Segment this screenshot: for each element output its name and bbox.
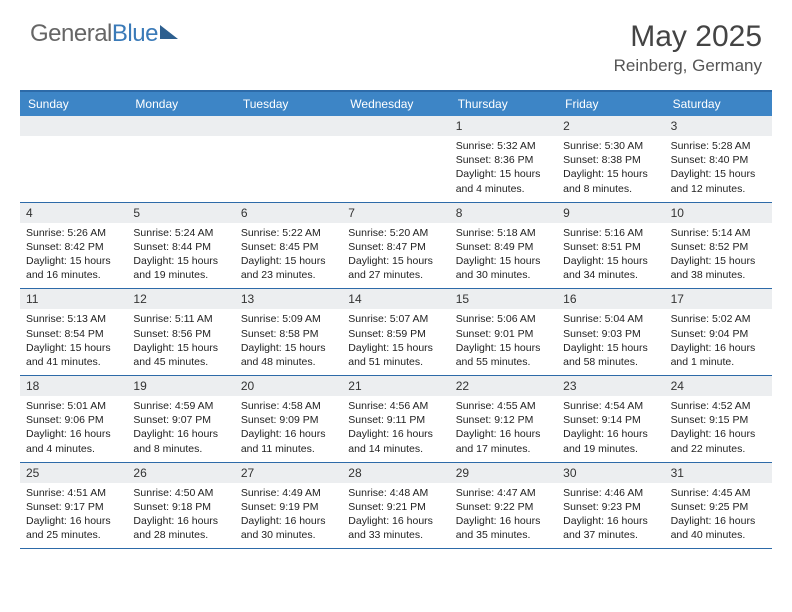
day-details (342, 136, 449, 202)
day-number: 6 (235, 203, 342, 223)
day-details: Sunrise: 4:51 AMSunset: 9:17 PMDaylight:… (20, 483, 127, 549)
day-details: Sunrise: 4:59 AMSunset: 9:07 PMDaylight:… (127, 396, 234, 462)
brand-logo: GeneralBlue (30, 20, 178, 48)
brand-sail-icon (160, 25, 178, 39)
day-number: 7 (342, 203, 449, 223)
day-number: 22 (450, 376, 557, 396)
day-details: Sunrise: 4:47 AMSunset: 9:22 PMDaylight:… (450, 483, 557, 549)
day-details: Sunrise: 4:54 AMSunset: 9:14 PMDaylight:… (557, 396, 664, 462)
day-details: Sunrise: 4:58 AMSunset: 9:09 PMDaylight:… (235, 396, 342, 462)
calendar: Sunday Monday Tuesday Wednesday Thursday… (20, 90, 772, 549)
day-details: Sunrise: 5:20 AMSunset: 8:47 PMDaylight:… (342, 223, 449, 289)
day-number (20, 116, 127, 136)
day-details: Sunrise: 5:11 AMSunset: 8:56 PMDaylight:… (127, 309, 234, 375)
dow-sunday: Sunday (20, 92, 127, 116)
day-number (127, 116, 234, 136)
dow-monday: Monday (127, 92, 234, 116)
page-title: May 2025 (614, 20, 762, 54)
day-details: Sunrise: 4:46 AMSunset: 9:23 PMDaylight:… (557, 483, 664, 549)
header: GeneralBlue May 2025 Reinberg, Germany (0, 0, 792, 84)
weeks-container: 123Sunrise: 5:32 AMSunset: 8:36 PMDaylig… (20, 116, 772, 549)
day-details: Sunrise: 4:45 AMSunset: 9:25 PMDaylight:… (665, 483, 772, 549)
day-number: 5 (127, 203, 234, 223)
day-number (342, 116, 449, 136)
day-number: 19 (127, 376, 234, 396)
week-row: 11121314151617 Sunrise: 5:13 AMSunset: 8:… (20, 289, 772, 376)
day-details: Sunrise: 5:26 AMSunset: 8:42 PMDaylight:… (20, 223, 127, 289)
day-details: Sunrise: 4:48 AMSunset: 9:21 PMDaylight:… (342, 483, 449, 549)
day-details: Sunrise: 5:14 AMSunset: 8:52 PMDaylight:… (665, 223, 772, 289)
day-number: 28 (342, 463, 449, 483)
day-number: 12 (127, 289, 234, 309)
day-details (235, 136, 342, 202)
day-number: 26 (127, 463, 234, 483)
day-number: 24 (665, 376, 772, 396)
day-number: 8 (450, 203, 557, 223)
day-details: Sunrise: 4:50 AMSunset: 9:18 PMDaylight:… (127, 483, 234, 549)
day-number: 31 (665, 463, 772, 483)
day-details: Sunrise: 5:06 AMSunset: 9:01 PMDaylight:… (450, 309, 557, 375)
week-row: 45678910 Sunrise: 5:26 AMSunset: 8:42 PMD… (20, 203, 772, 290)
day-details: Sunrise: 5:16 AMSunset: 8:51 PMDaylight:… (557, 223, 664, 289)
day-details: Sunrise: 5:22 AMSunset: 8:45 PMDaylight:… (235, 223, 342, 289)
title-block: May 2025 Reinberg, Germany (614, 20, 762, 76)
day-details: Sunrise: 5:09 AMSunset: 8:58 PMDaylight:… (235, 309, 342, 375)
day-details: Sunrise: 4:56 AMSunset: 9:11 PMDaylight:… (342, 396, 449, 462)
day-number: 20 (235, 376, 342, 396)
week-row: 123 Sunrise: 5:32 AMSunset: 8:36 PMDaylig… (20, 116, 772, 203)
day-number: 4 (20, 203, 127, 223)
day-number: 13 (235, 289, 342, 309)
day-details: Sunrise: 5:04 AMSunset: 9:03 PMDaylight:… (557, 309, 664, 375)
day-number: 21 (342, 376, 449, 396)
day-number: 17 (665, 289, 772, 309)
day-details: Sunrise: 4:55 AMSunset: 9:12 PMDaylight:… (450, 396, 557, 462)
day-number: 10 (665, 203, 772, 223)
dow-thursday: Thursday (450, 92, 557, 116)
location-subtitle: Reinberg, Germany (614, 56, 762, 76)
brand-part1: General (30, 20, 112, 48)
day-of-week-header: Sunday Monday Tuesday Wednesday Thursday… (20, 92, 772, 116)
day-number: 23 (557, 376, 664, 396)
day-details: Sunrise: 5:07 AMSunset: 8:59 PMDaylight:… (342, 309, 449, 375)
day-details: Sunrise: 5:18 AMSunset: 8:49 PMDaylight:… (450, 223, 557, 289)
day-number: 1 (450, 116, 557, 136)
week-row: 25262728293031 Sunrise: 4:51 AMSunset: 9:… (20, 463, 772, 550)
week-row: 18192021222324 Sunrise: 5:01 AMSunset: 9:… (20, 376, 772, 463)
day-number: 9 (557, 203, 664, 223)
day-number: 29 (450, 463, 557, 483)
day-number: 15 (450, 289, 557, 309)
day-number: 3 (665, 116, 772, 136)
dow-wednesday: Wednesday (342, 92, 449, 116)
day-number: 16 (557, 289, 664, 309)
day-number (235, 116, 342, 136)
day-number: 18 (20, 376, 127, 396)
day-number: 2 (557, 116, 664, 136)
day-details: Sunrise: 5:30 AMSunset: 8:38 PMDaylight:… (557, 136, 664, 202)
day-number: 25 (20, 463, 127, 483)
day-details: Sunrise: 5:24 AMSunset: 8:44 PMDaylight:… (127, 223, 234, 289)
dow-tuesday: Tuesday (235, 92, 342, 116)
day-details: Sunrise: 5:13 AMSunset: 8:54 PMDaylight:… (20, 309, 127, 375)
day-details: Sunrise: 5:01 AMSunset: 9:06 PMDaylight:… (20, 396, 127, 462)
brand-part2: Blue (112, 20, 158, 48)
day-number: 11 (20, 289, 127, 309)
day-details (20, 136, 127, 202)
day-number: 27 (235, 463, 342, 483)
day-details: Sunrise: 4:49 AMSunset: 9:19 PMDaylight:… (235, 483, 342, 549)
day-details: Sunrise: 5:32 AMSunset: 8:36 PMDaylight:… (450, 136, 557, 202)
day-details: Sunrise: 4:52 AMSunset: 9:15 PMDaylight:… (665, 396, 772, 462)
day-number: 14 (342, 289, 449, 309)
day-details: Sunrise: 5:28 AMSunset: 8:40 PMDaylight:… (665, 136, 772, 202)
dow-saturday: Saturday (665, 92, 772, 116)
day-details: Sunrise: 5:02 AMSunset: 9:04 PMDaylight:… (665, 309, 772, 375)
dow-friday: Friday (557, 92, 664, 116)
day-number: 30 (557, 463, 664, 483)
day-details (127, 136, 234, 202)
